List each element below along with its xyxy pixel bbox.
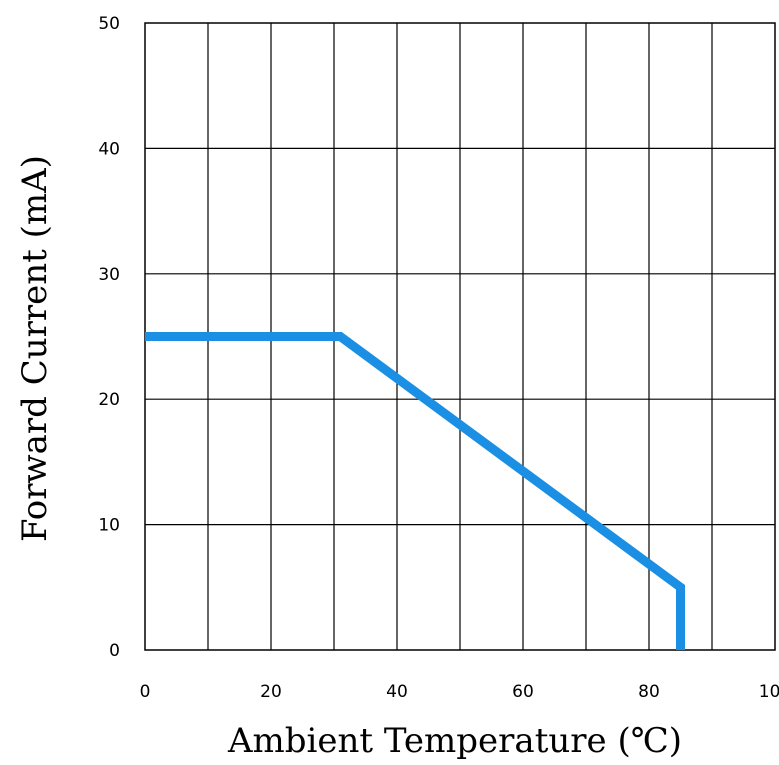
x-tick-label: 20 <box>260 682 282 702</box>
x-tick-label: 0 <box>140 682 151 702</box>
y-tick-label: 0 <box>109 641 120 661</box>
x-axis-title: Ambient Temperature (℃) <box>227 721 682 761</box>
series-layer <box>145 332 685 650</box>
y-tick-label: 40 <box>98 139 120 159</box>
series-line <box>145 332 685 650</box>
x-tick-label: 100 <box>759 682 779 702</box>
y-tick-label: 30 <box>98 265 120 285</box>
grid <box>145 23 775 650</box>
y-tick-labels: 0 10 20 30 40 50 <box>98 14 120 661</box>
y-axis-title: Forward Current (mA) <box>15 155 55 542</box>
x-tick-label: 80 <box>638 682 660 702</box>
x-tick-label: 60 <box>512 682 534 702</box>
y-tick-label: 10 <box>98 516 120 536</box>
x-tick-labels: 0 20 40 60 80 100 <box>140 682 779 702</box>
y-tick-label: 20 <box>98 390 120 410</box>
y-tick-label: 50 <box>98 14 120 34</box>
x-tick-label: 40 <box>386 682 408 702</box>
